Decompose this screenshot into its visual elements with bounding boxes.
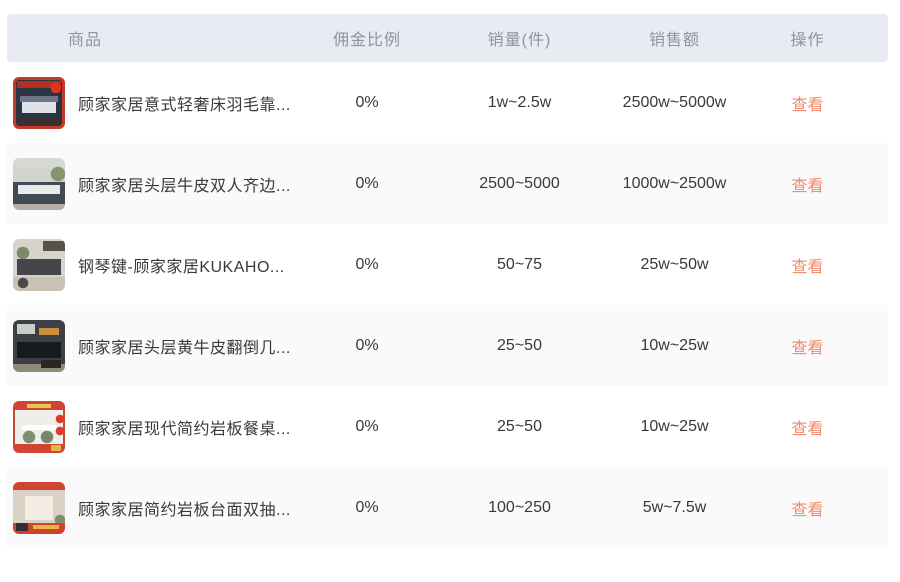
column-header-revenue: 销售额: [648, 32, 700, 49]
commission-value: 0%: [355, 255, 379, 273]
table-row: 钢琴键-顾家家居KUKAHO... 0% 50~75 25w~50w 查看: [7, 224, 888, 305]
product-name: 顾家家居头层黄牛皮翻倒几...: [78, 339, 291, 357]
product-cell: 钢琴键-顾家家居KUKAHO...: [7, 238, 317, 291]
commission-value: 0%: [355, 93, 379, 111]
product-thumbnail: [13, 481, 65, 534]
product-thumbnail: [13, 400, 65, 453]
commission-value: 0%: [355, 498, 379, 516]
product-thumbnail: [13, 76, 65, 129]
view-link[interactable]: 查看: [791, 339, 824, 357]
revenue-value: 5w~7.5w: [642, 498, 707, 516]
product-name: 钢琴键-顾家家居KUKAHO...: [78, 258, 285, 276]
revenue-value: 25w~50w: [640, 255, 709, 273]
sales-value: 100~250: [488, 498, 551, 516]
product-cell: 顾家家居头层牛皮双人齐边...: [7, 157, 317, 210]
product-thumbnail: [13, 319, 65, 372]
product-cell: 顾家家居现代简约岩板餐桌...: [7, 400, 317, 453]
product-cell: 顾家家居头层黄牛皮翻倒几...: [7, 319, 317, 372]
commission-value: 0%: [355, 336, 379, 354]
product-name: 顾家家居头层牛皮双人齐边...: [78, 177, 291, 195]
commission-value: 0%: [355, 174, 379, 192]
product-name: 顾家家居意式轻奢床羽毛靠...: [78, 96, 291, 114]
sales-value: 25~50: [497, 336, 542, 354]
product-name: 顾家家居简约岩板台面双抽...: [78, 501, 291, 519]
column-header-sales: 销量(件): [487, 32, 552, 49]
table-row: 顾家家居头层黄牛皮翻倒几... 0% 25~50 10w~25w 查看: [7, 305, 888, 386]
revenue-value: 10w~25w: [640, 336, 709, 354]
sales-value: 25~50: [497, 417, 542, 435]
product-thumbnail: [13, 238, 65, 291]
sales-value: 50~75: [497, 255, 542, 273]
view-link[interactable]: 查看: [791, 177, 824, 195]
product-thumbnail: [13, 157, 65, 210]
revenue-value: 2500w~5000w: [622, 93, 727, 111]
table-header-row: 商品 佣金比例 销量(件) 销售额 操作: [7, 14, 888, 62]
product-name: 顾家家居现代简约岩板餐桌...: [78, 420, 291, 438]
product-cell: 顾家家居简约岩板台面双抽...: [7, 481, 317, 534]
column-header-product: 商品: [68, 32, 103, 49]
product-table: 商品 佣金比例 销量(件) 销售额 操作 顾家家居意式轻奢床羽毛靠... 0% …: [7, 14, 888, 548]
view-link[interactable]: 查看: [791, 258, 824, 276]
view-link[interactable]: 查看: [791, 420, 824, 438]
revenue-value: 1000w~2500w: [622, 174, 727, 192]
table-row: 顾家家居现代简约岩板餐桌... 0% 25~50 10w~25w 查看: [7, 386, 888, 467]
view-link[interactable]: 查看: [791, 501, 824, 519]
table-row: 顾家家居意式轻奢床羽毛靠... 0% 1w~2.5w 2500w~5000w 查…: [7, 62, 888, 143]
column-header-commission: 佣金比例: [332, 32, 401, 49]
revenue-value: 10w~25w: [640, 417, 709, 435]
view-link[interactable]: 查看: [791, 96, 824, 114]
column-header-action: 操作: [790, 32, 825, 49]
table-row: 顾家家居头层牛皮双人齐边... 0% 2500~5000 1000w~2500w…: [7, 143, 888, 224]
table-row: 顾家家居简约岩板台面双抽... 0% 100~250 5w~7.5w 查看: [7, 467, 888, 548]
commission-value: 0%: [355, 417, 379, 435]
sales-value: 2500~5000: [479, 174, 560, 192]
product-cell: 顾家家居意式轻奢床羽毛靠...: [7, 76, 317, 129]
sales-value: 1w~2.5w: [487, 93, 552, 111]
